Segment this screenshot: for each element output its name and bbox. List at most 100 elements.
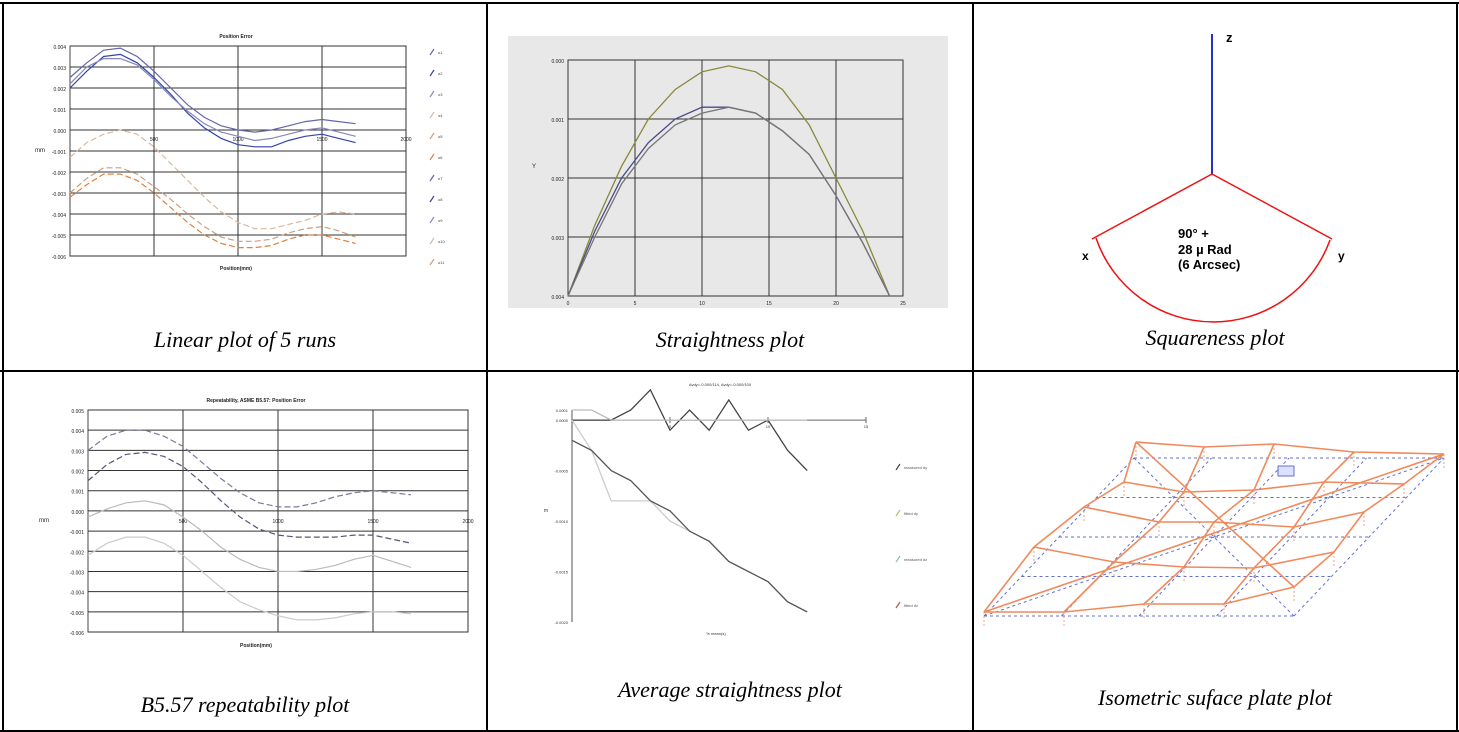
series-line	[87, 536, 412, 621]
legend-label: o5	[438, 134, 443, 139]
y-tick-label: 0.000	[71, 510, 84, 516]
y-tick-label: -0.006	[70, 631, 84, 637]
x-tick-label: 5	[669, 424, 672, 429]
legend-label: o7	[438, 176, 443, 181]
y-axis-line	[1211, 173, 1333, 240]
y-axis-label: y	[1338, 249, 1345, 263]
y-axis-label: mm	[39, 518, 49, 524]
legend-swatch	[429, 153, 435, 161]
caption-squareness-plot: Squareness plot	[1145, 325, 1285, 350]
x-axis-label: % mean(s)	[706, 631, 726, 636]
x-tick-label: 2000	[400, 137, 411, 143]
cell-squareness-plot: z x y 90° + 28 µ Rad (6 Arcsec) Squarene…	[974, 4, 1456, 370]
legend-swatch	[429, 195, 435, 203]
series-line	[87, 500, 412, 573]
caption-straightness-plot: Straightness plot	[655, 327, 805, 352]
table-border-bottom	[0, 730, 1459, 732]
surface-line	[1063, 446, 1205, 613]
y-tick-label: 0.002	[551, 177, 564, 183]
y-tick-label: -0.002	[52, 171, 66, 177]
highlight-marker	[1277, 465, 1295, 477]
y-tick-label: 0.003	[71, 449, 84, 455]
table-border-right	[1456, 2, 1458, 732]
x-tick-label: 1000	[232, 137, 243, 143]
y-tick-label: 0.000	[551, 59, 564, 65]
x-tick-label: 1000	[272, 519, 283, 525]
surface-line	[1033, 546, 1335, 569]
repeatability-plot-chart: 0.005 0.004 0.003 0.002 0.001 0.000 -0.001 -0.0…	[39, 398, 474, 649]
series-line	[69, 129, 356, 230]
series-line	[567, 106, 891, 297]
y-tick-label: 0.004	[71, 429, 84, 435]
linear-plot-chart: 0.004 0.003 0.002 0.001 0.000 -0.001 -0.002 -0.…	[35, 34, 445, 272]
legend-label: o10	[438, 239, 445, 244]
x-tick-label: 500	[150, 137, 159, 143]
legend-swatch	[429, 90, 435, 98]
y-tick-label: -0.0015	[554, 570, 568, 575]
series-line	[69, 57, 356, 142]
series-line	[69, 53, 356, 148]
angle-label-line2: 28 µ Rad	[1178, 242, 1232, 257]
y-tick-label: -0.001	[52, 150, 66, 156]
base-grid-line	[1216, 457, 1367, 617]
legend-swatch	[895, 463, 901, 471]
surface-diagonal	[983, 453, 1445, 613]
y-tick-label: 0.004	[53, 45, 66, 51]
x-tick-label: 5	[634, 301, 637, 307]
series-line	[87, 451, 412, 544]
y-tick-label: -0.002	[70, 550, 84, 556]
y-axis-label: mm	[35, 148, 45, 154]
x-tick-label: 15	[766, 301, 772, 307]
x-tick-label: 500	[179, 519, 188, 525]
table-border-left	[2, 2, 4, 732]
legend-label: fitted dz	[904, 603, 918, 608]
y-tick-label: 0.004	[551, 295, 564, 301]
y-tick-label: -0.0020	[554, 620, 568, 625]
series-line	[571, 419, 808, 613]
base-grid-line	[1138, 457, 1290, 617]
legend-label: measured dz	[904, 557, 927, 562]
caption-average-straightness-plot: Average straightness plot	[618, 677, 842, 702]
y-tick-label: 0.005	[71, 409, 84, 415]
x-tick-label: 15	[864, 424, 869, 429]
legend-swatch	[429, 258, 435, 266]
legend-label: o9	[438, 218, 443, 223]
y-tick-label: 0.002	[53, 87, 66, 93]
y-tick-label: 0.000	[53, 129, 66, 135]
legend-swatch	[895, 601, 901, 609]
legend-label: o4	[438, 113, 443, 118]
y-tick-label: -0.004	[70, 591, 84, 597]
legend-label: o2	[438, 71, 443, 76]
cell-average-straightness-plot: 0.0001 0.0000 -0.0005 -0.0010 -0.0015 -0.0020…	[488, 372, 972, 730]
base-grid-line	[1293, 457, 1445, 617]
chart-title: Position Error	[219, 34, 252, 40]
caption-isometric-plot: Isometric suface plate plot	[1097, 685, 1332, 710]
y-tick-label: 0.0000	[556, 418, 569, 423]
x-tick-label: 1500	[367, 519, 378, 525]
z-axis-label: z	[1226, 30, 1233, 45]
y-tick-label: 0.001	[53, 108, 66, 114]
series-line	[69, 47, 356, 133]
table-border-middle	[0, 370, 1459, 372]
y-axis-label: Y	[532, 164, 536, 170]
table-divider-2	[972, 2, 974, 732]
legend-swatch	[429, 132, 435, 140]
series-line	[567, 65, 891, 297]
table-border-top	[0, 2, 1459, 4]
legend-swatch	[429, 69, 435, 77]
y-tick-label: -0.0010	[554, 519, 568, 524]
y-tick-label: -0.004	[52, 213, 66, 219]
y-tick-label: -0.005	[70, 611, 84, 617]
y-tick-label: 0.002	[71, 470, 84, 476]
caption-repeatability-plot: B5.57 repeatability plot	[140, 692, 350, 717]
y-tick-label: -0.003	[70, 570, 84, 576]
x-axis-label: x	[1082, 249, 1089, 263]
angle-label-line3: (6 Arcsec)	[1178, 257, 1240, 272]
legend-label: o11	[438, 260, 445, 265]
x-tick-label: 2000	[462, 519, 473, 525]
angle-label-line1: 90° +	[1178, 226, 1209, 241]
legend-swatch	[895, 509, 901, 517]
x-tick-label: 1500	[316, 137, 327, 143]
y-tick-label: 0.003	[53, 66, 66, 72]
